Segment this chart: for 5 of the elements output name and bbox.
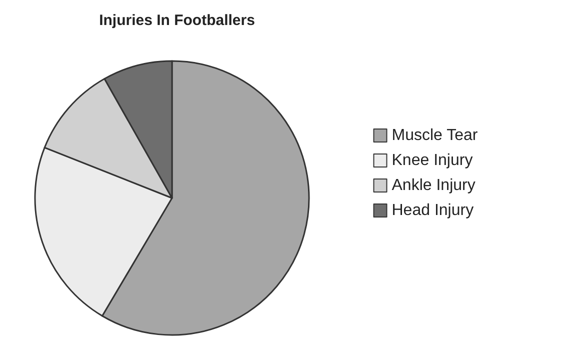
- legend-label: Muscle Tear: [392, 127, 478, 144]
- legend-label: Head Injury: [392, 202, 474, 219]
- chart-title: Injuries In Footballers: [99, 12, 255, 29]
- legend-label: Ankle Injury: [392, 177, 476, 194]
- legend-label: Knee Injury: [392, 152, 473, 169]
